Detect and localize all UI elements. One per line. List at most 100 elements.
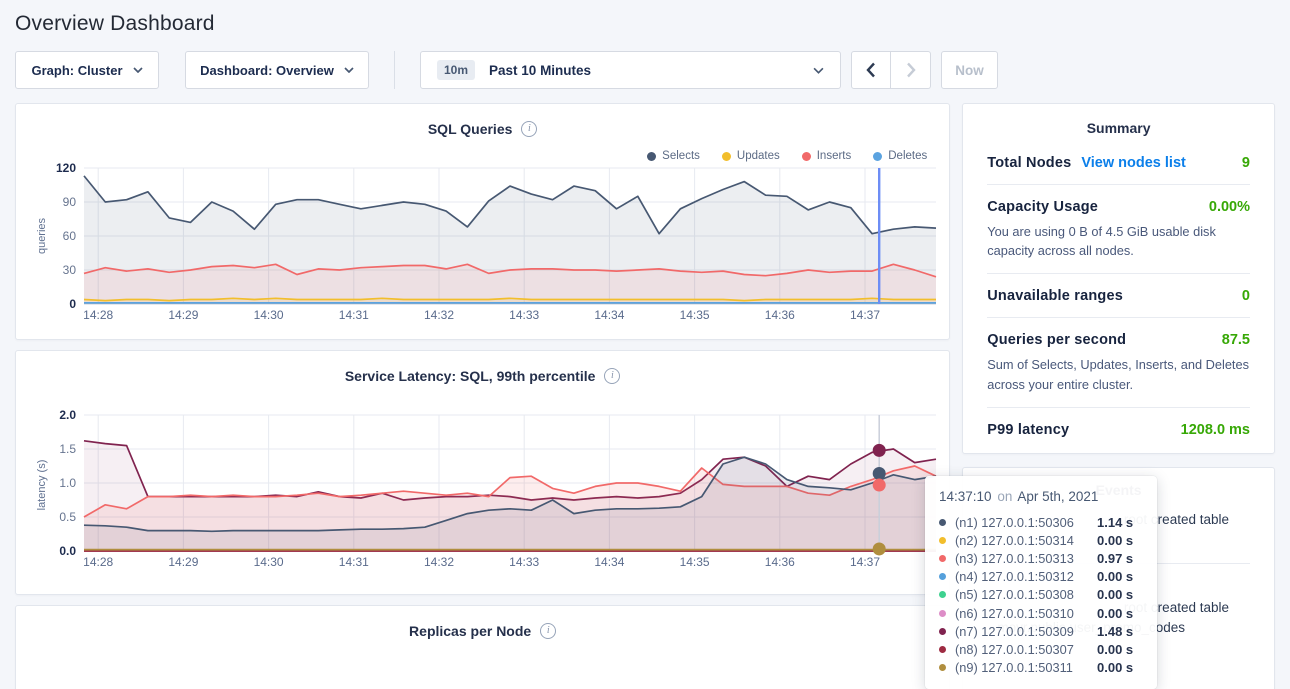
legend-dot [873,151,883,161]
toolbar: Graph: Cluster Dashboard: Overview 10m P… [15,51,1275,89]
series-color-dot [939,664,946,672]
svg-text:14:32: 14:32 [424,555,454,569]
tooltip-row: (n9) 127.0.0.1:50311 0.00 s [939,659,1143,677]
svg-text:2.0: 2.0 [59,408,76,422]
dashboard-dropdown-label: Dashboard: Overview [200,62,334,78]
series-color-dot [939,554,946,562]
legend-label: Inserts [816,150,852,162]
svg-text:14:32: 14:32 [424,308,454,322]
chevron-left-icon [866,62,875,78]
tooltip-row: (n4) 127.0.0.1:50312 0.00 s [939,568,1143,586]
time-range-dropdown[interactable]: 10m Past 10 Minutes [420,51,841,89]
tooltip-node-value: 1.14 s [1097,514,1134,530]
legend-item-deletes[interactable]: Deletes [873,150,927,162]
tooltip-node-value: 0.00 s [1097,587,1134,603]
tooltip-node-value: 0.00 s [1097,605,1134,621]
chart-hover-tooltip: 14:37:10 on Apr 5th, 2021 (n1) 127.0.0.1… [925,476,1157,689]
chevron-down-icon [344,67,354,73]
svg-text:1.0: 1.0 [59,476,76,490]
series-color-dot [939,609,946,617]
series-color-dot [939,536,946,544]
svg-text:14:30: 14:30 [254,308,284,322]
svg-text:14:30: 14:30 [254,555,284,569]
info-icon[interactable]: i [540,623,557,639]
svg-text:120: 120 [56,161,76,175]
tooltip-node-label: (n4) 127.0.0.1:50312 [955,569,1074,585]
summary-row-label: P99 latency [987,421,1070,438]
series-color-dot [939,518,946,526]
sql-queries-card: SQL Queries i Selects Updates Inserts Delet… [15,103,951,340]
dashboard-dropdown[interactable]: Dashboard: Overview [185,51,369,89]
chart-title: SQL Queries [427,121,513,137]
legend-dot [721,151,731,161]
info-icon[interactable]: i [604,368,621,384]
svg-text:0.0: 0.0 [59,544,76,558]
tooltip-node-label: (n1) 127.0.0.1:50306 [955,514,1074,530]
series-color-dot [939,573,946,581]
chart-title: Service Latency: SQL, 99th percentile [344,368,596,384]
time-pager [851,51,931,89]
tooltip-node-label: (n9) 127.0.0.1:50311 [955,660,1073,676]
summary-title: Summary [1086,120,1151,136]
svg-text:14:35: 14:35 [680,555,710,569]
summary-row: Queries per second 87.5 Sum of Selects, Up… [987,318,1250,408]
service-latency-card: Service Latency: SQL, 99th percentile i … [15,350,951,595]
svg-text:14:34: 14:34 [594,555,624,569]
svg-text:14:29: 14:29 [168,555,198,569]
chart-title: Replicas per Node [409,623,532,639]
now-button[interactable]: Now [941,51,998,89]
summary-row-description: You are using 0 B of 4.5 GiB usable disk… [987,224,1216,259]
chevron-down-icon [813,67,824,74]
svg-text:14:35: 14:35 [680,308,710,322]
legend-item-inserts[interactable]: Inserts [801,150,852,162]
tooltip-node-value: 0.00 s [1097,532,1134,548]
summary-row-label: Capacity Usage [987,199,1099,215]
summary-panel: Summary Total Nodes View nodes list 9 Capac… [962,103,1275,454]
svg-text:14:33: 14:33 [509,555,539,569]
tooltip-timestamp: 14:37:10 on Apr 5th, 2021 [939,489,1099,504]
chevron-down-icon [132,67,143,73]
svg-text:14:28: 14:28 [83,308,113,322]
tooltip-row: (n2) 127.0.0.1:50314 0.00 s [939,531,1143,549]
next-time-button[interactable] [891,51,931,89]
svg-text:30: 30 [63,263,77,277]
summary-row-value: 87.5 [1221,332,1250,349]
tooltip-node-value: 1.48 s [1097,623,1134,639]
tooltip-node-label: (n6) 127.0.0.1:50310 [955,605,1074,621]
tooltip-node-label: (n7) 127.0.0.1:50309 [955,623,1074,639]
tooltip-node-value: 0.97 s [1097,550,1134,566]
svg-text:14:29: 14:29 [168,308,198,322]
prev-time-button[interactable] [851,51,891,89]
legend-label: Updates [736,150,780,162]
tooltip-row: (n3) 127.0.0.1:50313 0.97 s [939,549,1143,567]
tooltip-row: (n7) 127.0.0.1:50309 1.48 s [939,622,1143,640]
tooltip-node-label: (n2) 127.0.0.1:50314 [955,532,1074,548]
page-title: Overview Dashboard [15,12,215,35]
summary-row-value: 0 [1241,288,1250,305]
sql-queries-chart[interactable]: 14:28 14:29 14:30 14:31 14:32 14:33 14:34 14:35… [16,156,950,328]
summary-row-description: Sum of Selects, Updates, Inserts, and De… [987,357,1250,392]
tooltip-node-label: (n5) 127.0.0.1:50308 [955,587,1074,603]
summary-row: Total Nodes View nodes list 9 [987,141,1250,185]
summary-row-label: Queries per second [987,332,1127,349]
tooltip-row: (n1) 127.0.0.1:50306 1.14 s [939,513,1143,531]
svg-text:14:33: 14:33 [509,308,539,322]
chart-legend: Selects Updates Inserts Deletes [647,150,927,162]
legend-item-selects[interactable]: Selects [647,150,700,162]
charts-column: SQL Queries i Selects Updates Inserts Delet… [15,103,951,689]
legend-item-updates[interactable]: Updates [721,150,780,162]
service-latency-chart[interactable]: 14:28 14:29 14:30 14:31 14:32 14:33 14:34 14:35… [16,405,950,575]
view-nodes-list-link[interactable]: View nodes list [1081,155,1186,171]
legend-label: Selects [662,150,700,162]
summary-row-value: 1208.0 ms [1180,421,1250,438]
summary-row: P99 latency 1208.0 ms [987,408,1250,451]
time-range-label: Past 10 Minutes [489,62,592,78]
svg-text:14:37: 14:37 [850,555,880,569]
graph-dropdown-label: Graph: Cluster [31,62,123,78]
svg-text:14:37: 14:37 [850,308,880,322]
info-icon[interactable]: i [521,121,538,137]
chevron-right-icon [906,62,916,78]
legend-dot [801,151,811,161]
graph-dropdown[interactable]: Graph: Cluster [15,51,159,89]
